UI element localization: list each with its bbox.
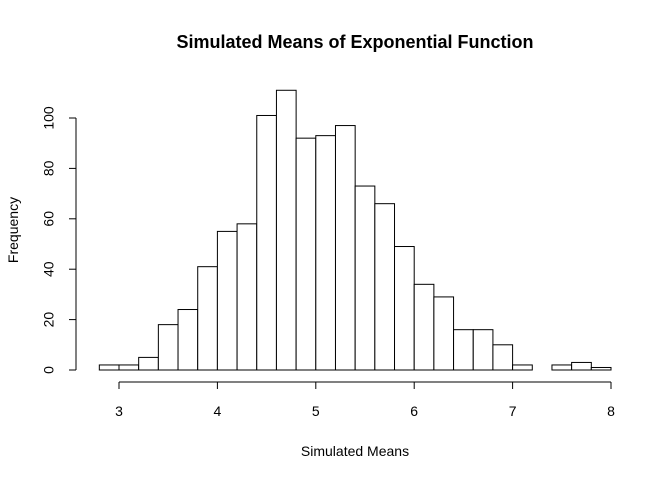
histogram-bar <box>394 246 415 371</box>
x-tick-label: 5 <box>312 403 320 419</box>
x-tick-label: 8 <box>607 403 615 419</box>
x-axis-label: Simulated Means <box>301 443 409 459</box>
histogram-bar <box>98 364 120 371</box>
histogram-bar <box>275 89 297 371</box>
bars-group <box>98 89 612 371</box>
histogram-bar <box>571 361 592 371</box>
histogram-bar <box>157 324 179 371</box>
histogram-bar <box>413 283 435 371</box>
y-axis: 0 20 40 60 80 100 <box>41 106 77 374</box>
histogram-bar <box>334 125 356 371</box>
histogram-bar <box>492 344 514 371</box>
chart-title: Simulated Means of Exponential Function <box>176 32 533 52</box>
histogram-bar <box>197 266 218 371</box>
x-tick-label: 4 <box>214 403 222 419</box>
histogram-bar <box>590 366 612 371</box>
histogram-bar <box>236 223 258 371</box>
histogram-bar <box>256 114 277 371</box>
histogram-bar <box>295 137 317 371</box>
histogram-bar <box>177 309 199 371</box>
histogram-bar <box>453 329 474 371</box>
y-tick-label: 100 <box>41 106 57 130</box>
histogram-bar <box>118 364 140 371</box>
histogram-bar <box>472 329 494 371</box>
y-tick-label: 40 <box>41 261 57 277</box>
x-axis: 3 4 5 6 7 8 <box>115 381 615 419</box>
histogram-bar <box>433 296 455 371</box>
x-tick-label: 3 <box>115 403 123 419</box>
y-tick-label: 60 <box>41 211 57 227</box>
y-axis-label: Frequency <box>5 197 21 263</box>
y-tick-label: 0 <box>41 366 57 374</box>
histogram-bar <box>315 135 336 371</box>
histogram-bar <box>512 364 533 371</box>
y-tick-label: 80 <box>41 160 57 176</box>
histogram-bar <box>354 185 376 371</box>
histogram-bar <box>138 356 159 371</box>
y-tick-label: 20 <box>41 312 57 328</box>
histogram-bar <box>374 203 396 371</box>
x-tick-label: 6 <box>410 403 418 419</box>
histogram-bar <box>216 230 238 371</box>
histogram-bar <box>551 364 573 371</box>
x-tick-label: 7 <box>509 403 517 419</box>
